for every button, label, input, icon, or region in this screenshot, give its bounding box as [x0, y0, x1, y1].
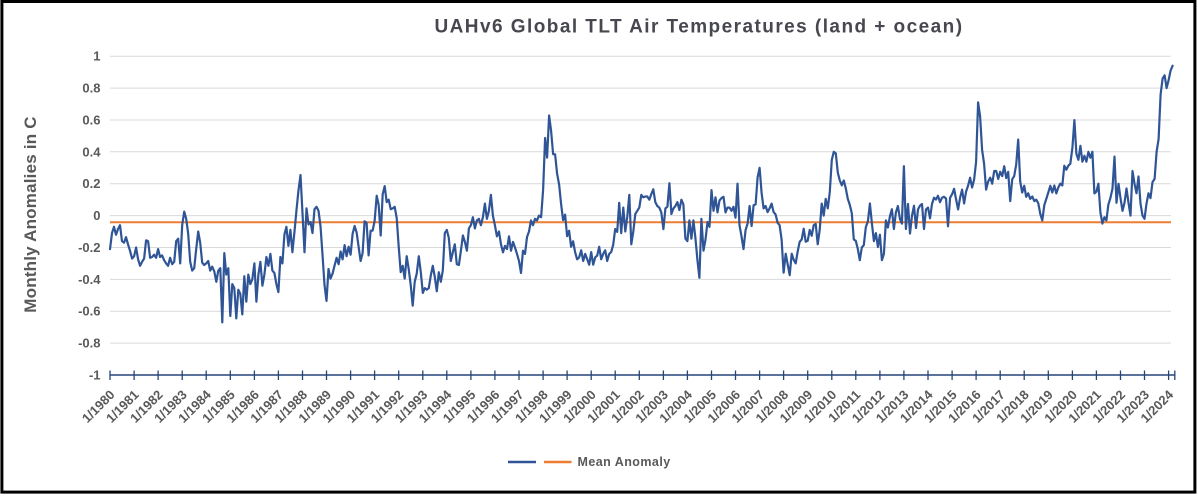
svg-text:UAHv6 Global TLT Air Temperatu: UAHv6 Global TLT Air Temperatures (land … [434, 17, 963, 38]
svg-text:0.4: 0.4 [82, 144, 101, 159]
svg-text:1: 1 [93, 49, 100, 64]
svg-text:Monthly Anomalies in C: Monthly Anomalies in C [21, 116, 40, 312]
svg-text:-0.2: -0.2 [78, 240, 100, 255]
svg-text:-0.8: -0.8 [78, 336, 100, 351]
svg-text:0.8: 0.8 [82, 81, 100, 96]
svg-text:0.2: 0.2 [82, 176, 100, 191]
svg-text:-0.6: -0.6 [78, 304, 100, 319]
svg-text:-0.4: -0.4 [78, 272, 101, 287]
svg-text:0: 0 [93, 208, 100, 223]
svg-text:Mean Anomaly: Mean Anomaly [578, 455, 671, 469]
svg-text:-1: -1 [89, 368, 101, 383]
svg-text:0.6: 0.6 [82, 113, 100, 128]
